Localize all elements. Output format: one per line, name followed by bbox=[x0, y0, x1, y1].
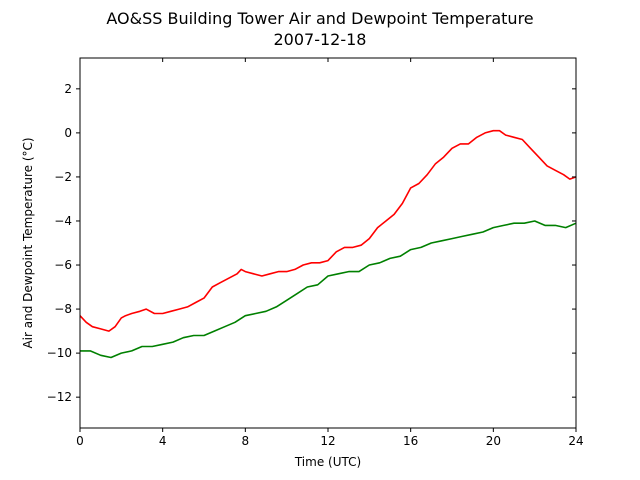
series-layer bbox=[79, 129, 577, 359]
y-tick-label: −10 bbox=[47, 346, 72, 360]
x-tick-label: 4 bbox=[159, 434, 167, 448]
x-tick-label: 8 bbox=[242, 434, 250, 448]
x-axis-label: Time (UTC) bbox=[294, 455, 361, 469]
chart-subtitle: 2007-12-18 bbox=[274, 30, 367, 49]
x-tick-label: 24 bbox=[568, 434, 583, 448]
y-tick-label: −8 bbox=[54, 302, 72, 316]
x-tick-label: 12 bbox=[320, 434, 335, 448]
y-tick-label: 2 bbox=[64, 82, 72, 96]
x-tick-label: 0 bbox=[76, 434, 84, 448]
x-tick-label: 16 bbox=[403, 434, 418, 448]
plot-frame bbox=[79, 57, 577, 429]
y-tick-label: 0 bbox=[64, 126, 72, 140]
y-tick-label: −2 bbox=[54, 170, 72, 184]
chart-title: AO&SS Building Tower Air and Dewpoint Te… bbox=[106, 9, 533, 28]
y-axis-label: Air and Dewpoint Temperature (°C) bbox=[21, 137, 35, 348]
y-tick-label: −12 bbox=[47, 390, 72, 404]
y-tick-label: −6 bbox=[54, 258, 72, 272]
y-tick-label: −4 bbox=[54, 214, 72, 228]
air-temperature-line bbox=[79, 129, 577, 332]
x-tick-label: 20 bbox=[486, 434, 501, 448]
dewpoint-temperature-line bbox=[80, 220, 577, 359]
